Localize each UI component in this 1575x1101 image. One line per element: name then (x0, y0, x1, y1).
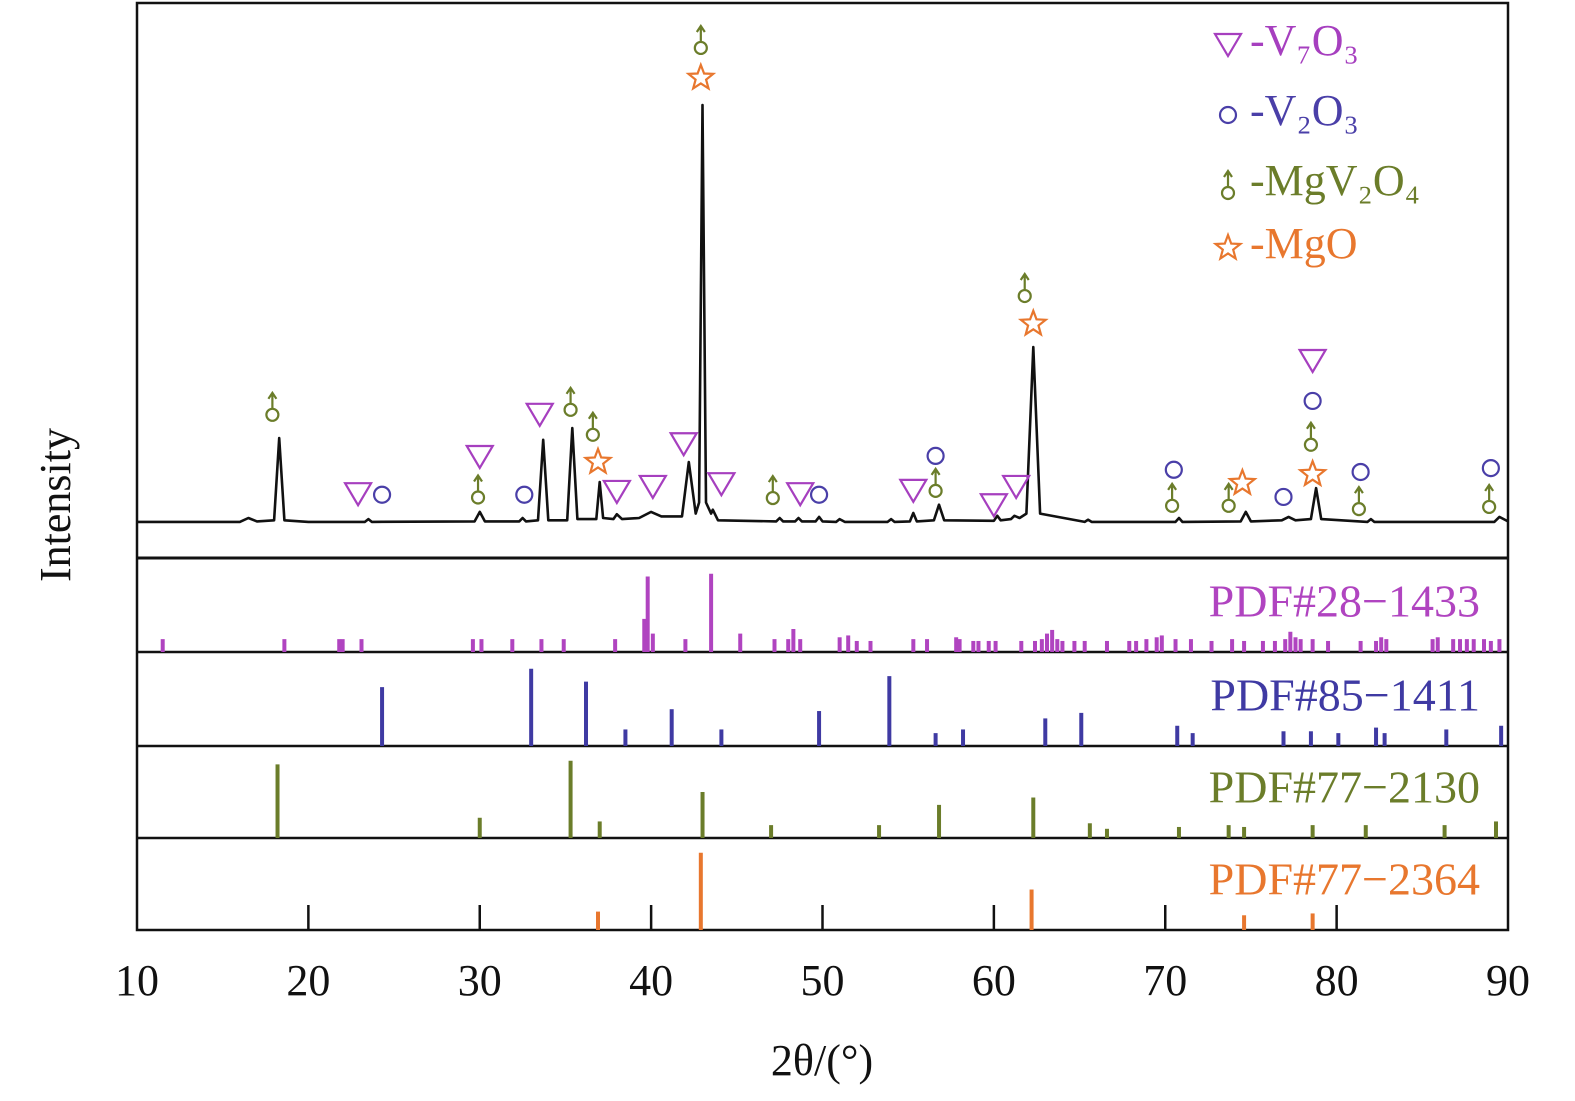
pattern-label: PDF#85−1411 (1210, 670, 1480, 721)
phase-marker (1017, 307, 1049, 337)
phase-marker (693, 23, 708, 56)
phase-marker (1164, 460, 1183, 479)
x-tick-label: 70 (1143, 956, 1187, 1005)
phase-marker (470, 473, 486, 505)
x-tick-label: 20 (286, 956, 330, 1005)
x-tick-label: 50 (801, 956, 845, 1005)
phase-marker (601, 479, 632, 506)
phase-marker (515, 485, 534, 504)
phase-marker (706, 472, 737, 498)
pattern-label: PDF#28−1433 (1209, 576, 1480, 627)
phase-marker (898, 478, 929, 505)
legend-symbol (1218, 105, 1238, 125)
x-tick-label: 10 (115, 956, 159, 1005)
phase-marker (1303, 420, 1319, 452)
phase-marker (585, 410, 600, 442)
phase-marker (582, 445, 614, 476)
phase-marker (1001, 474, 1032, 501)
phase-marker (1297, 348, 1328, 375)
phase-marker (265, 390, 280, 422)
phase-marker (926, 446, 945, 465)
phase-marker (1164, 481, 1180, 513)
phase-marker (524, 402, 555, 428)
x-tick-label: 30 (458, 956, 502, 1005)
phase-marker (668, 432, 699, 458)
x-tick-label: 80 (1315, 956, 1359, 1005)
x-tick-label: 90 (1486, 956, 1530, 1005)
pattern-label: PDF#77−2364 (1209, 854, 1480, 905)
phase-marker (563, 385, 578, 417)
legend-label: -MgO (1250, 219, 1358, 268)
phase-marker (637, 474, 668, 501)
legend-label: -V₂O₃ (1250, 86, 1359, 135)
legend-label: -V₇O₃ (1250, 16, 1359, 65)
pattern-label: PDF#77−2130 (1209, 762, 1480, 813)
legend-label: -MgV₂O₄ (1250, 156, 1420, 205)
x-axis-label: 2θ/(°) (771, 1036, 873, 1085)
phase-marker (1227, 467, 1258, 497)
phase-marker (1274, 487, 1293, 507)
legend-symbol (1220, 169, 1236, 201)
phase-marker (343, 482, 374, 508)
phase-marker (978, 493, 1009, 519)
phase-marker (785, 482, 816, 508)
phase-marker (809, 485, 829, 504)
phase-marker (928, 466, 943, 498)
phase-marker (1481, 458, 1500, 478)
phase-marker (1297, 458, 1328, 488)
phase-marker (372, 485, 392, 504)
phase-marker (1482, 482, 1497, 515)
phase-marker (765, 474, 780, 506)
y-axis-label: Intensity (31, 428, 80, 582)
legend-symbol (1212, 231, 1244, 262)
phase-marker (1351, 462, 1370, 482)
phase-marker (1017, 272, 1032, 304)
xrd-line (137, 103, 1509, 524)
phase-marker (464, 444, 495, 471)
x-tick-label: 60 (972, 956, 1016, 1005)
phase-marker (1351, 485, 1366, 517)
phase-marker (1221, 481, 1236, 513)
legend-symbol (1213, 32, 1243, 59)
x-tick-label: 40 (629, 956, 673, 1005)
phase-marker (685, 61, 717, 91)
phase-marker (1303, 391, 1322, 411)
